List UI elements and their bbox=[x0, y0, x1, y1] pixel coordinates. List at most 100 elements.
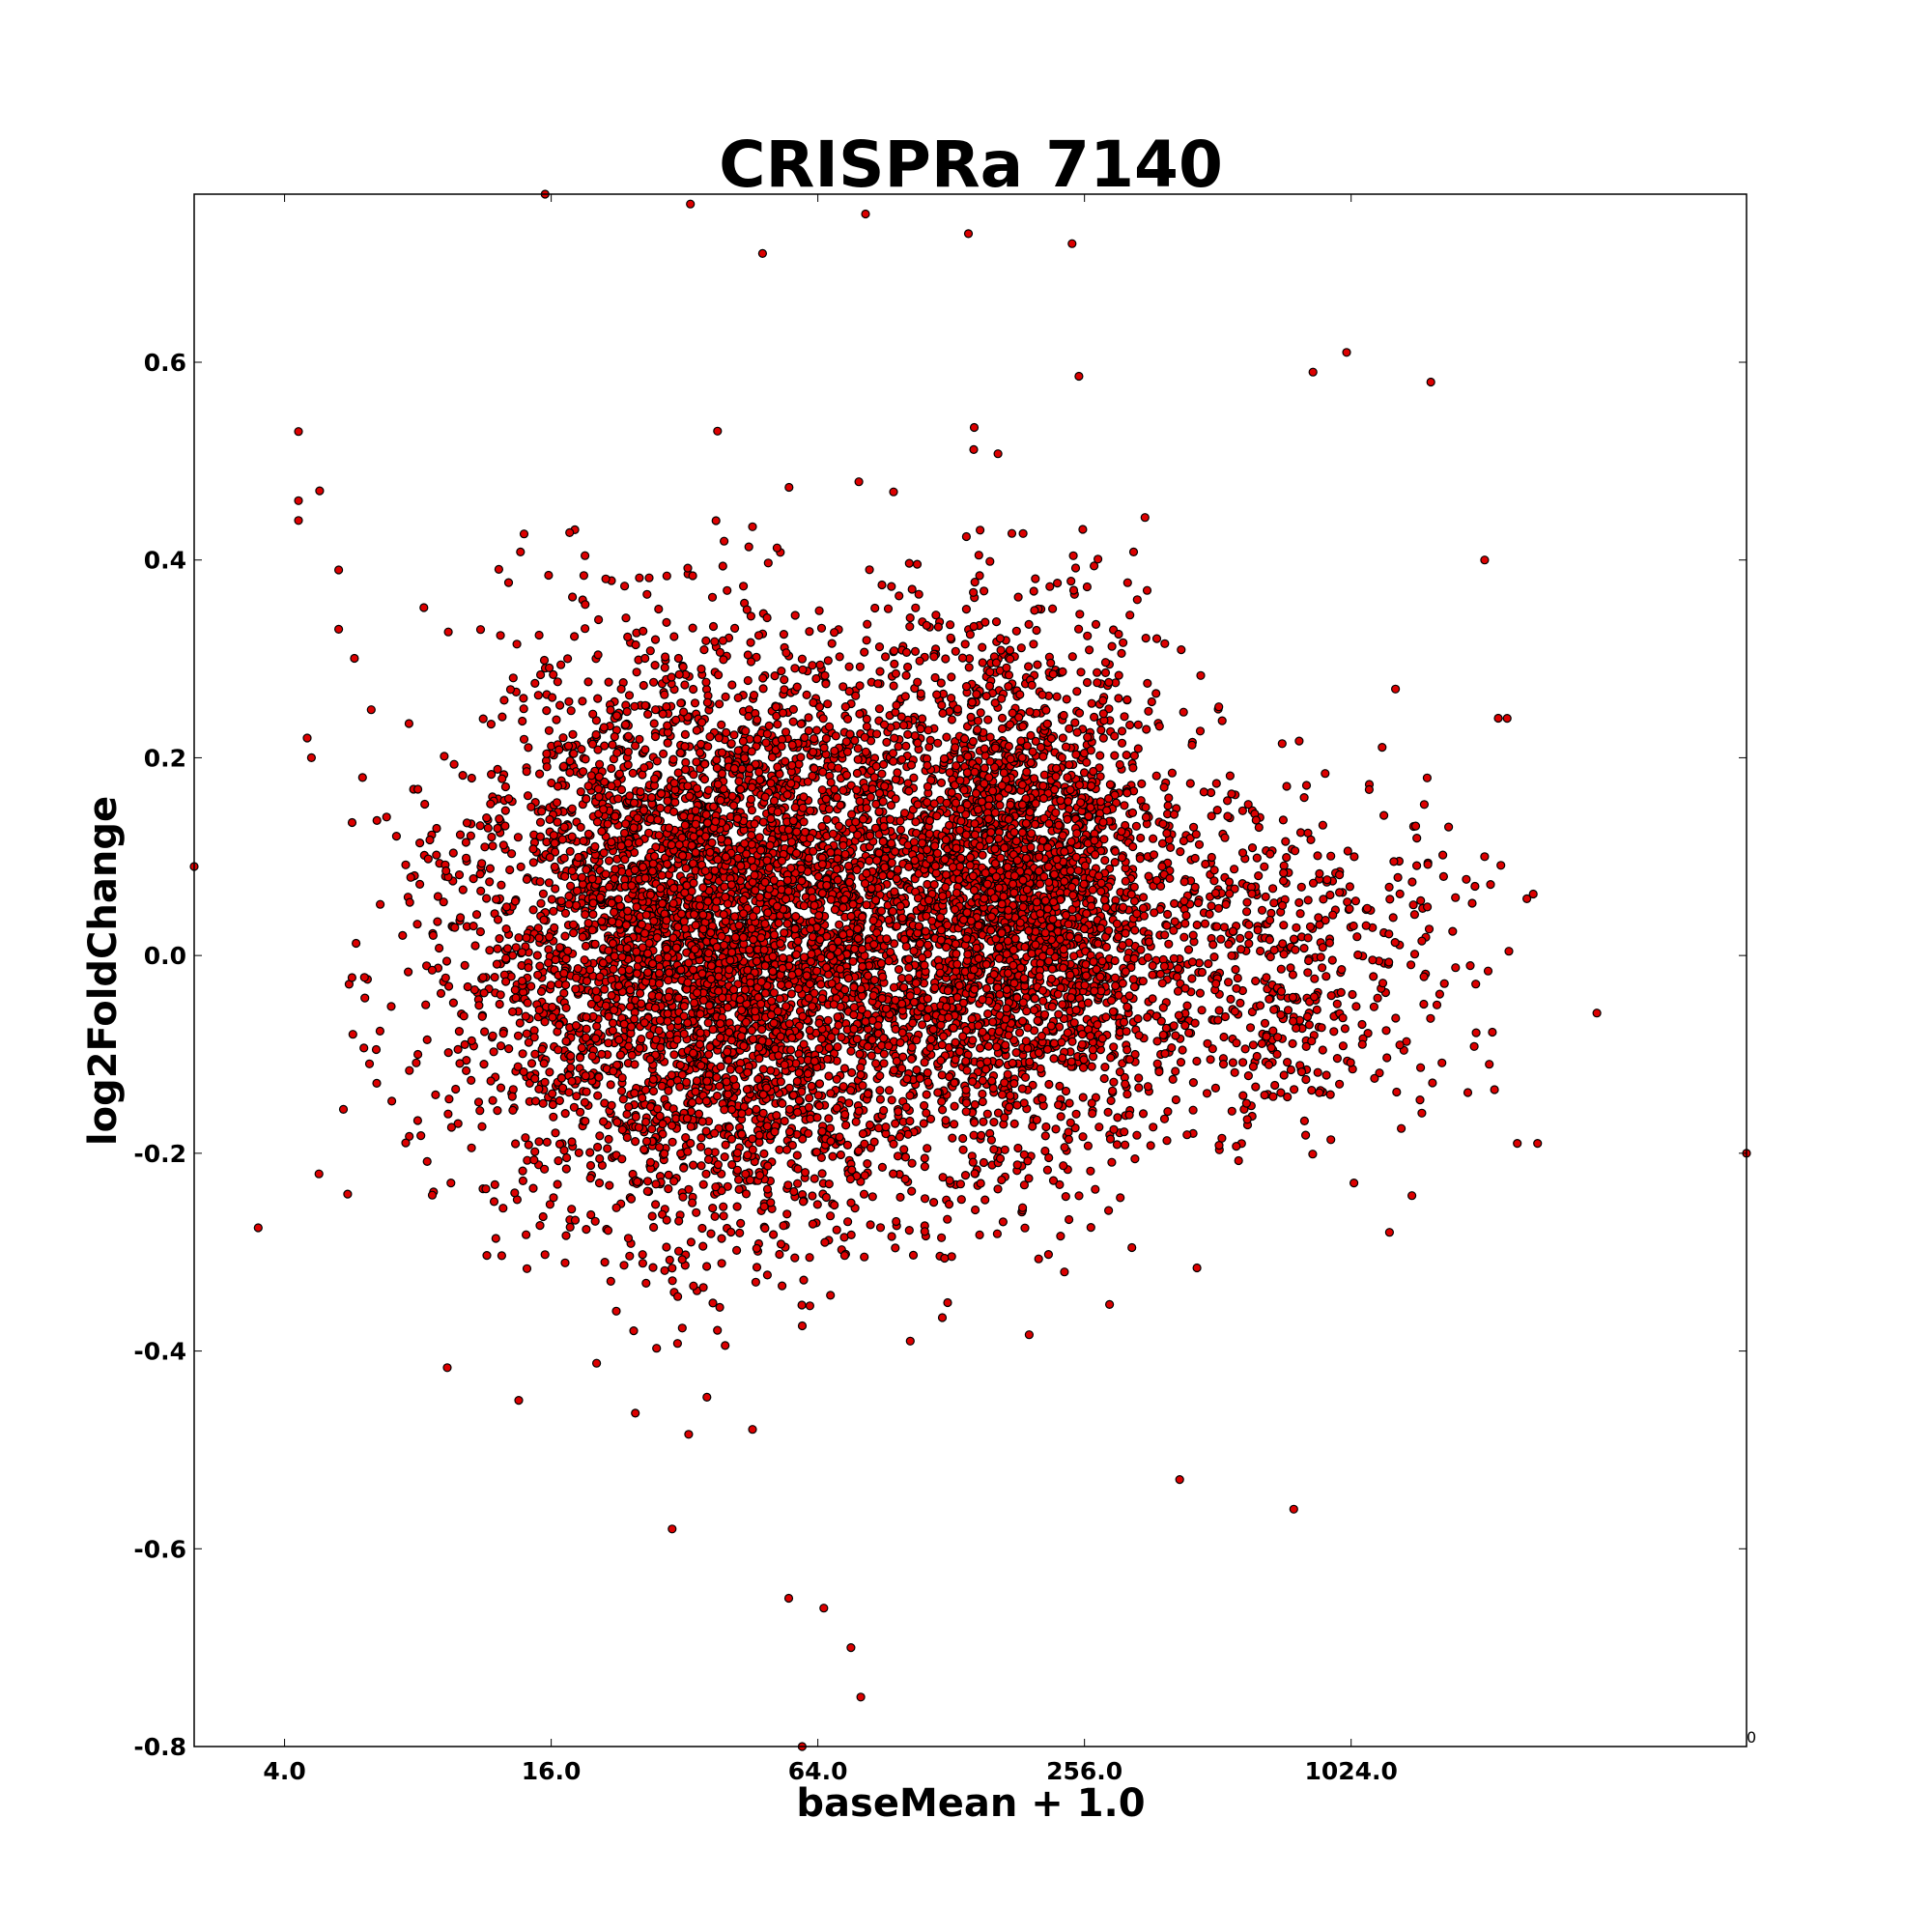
data-point bbox=[371, 1044, 382, 1055]
data-point bbox=[763, 558, 773, 568]
data-point bbox=[686, 1122, 696, 1131]
data-point bbox=[642, 1177, 653, 1186]
data-point bbox=[696, 1133, 706, 1143]
data-point bbox=[657, 898, 668, 908]
data-point bbox=[711, 1182, 721, 1192]
data-point bbox=[687, 1198, 697, 1208]
data-point bbox=[719, 909, 728, 920]
data-point bbox=[482, 812, 492, 823]
data-point bbox=[691, 806, 700, 815]
data-point bbox=[773, 1007, 782, 1016]
data-point bbox=[779, 629, 789, 639]
data-point bbox=[689, 909, 699, 920]
data-point bbox=[567, 832, 577, 841]
data-point bbox=[781, 727, 791, 737]
data-point bbox=[985, 556, 995, 566]
data-point bbox=[554, 943, 565, 952]
data-point bbox=[569, 1102, 580, 1112]
data-point bbox=[699, 644, 709, 655]
data-point bbox=[519, 694, 528, 703]
data-point bbox=[805, 1253, 814, 1263]
data-point bbox=[826, 895, 836, 904]
data-point bbox=[549, 830, 558, 840]
data-point bbox=[729, 912, 740, 922]
data-point bbox=[811, 966, 822, 976]
data-point bbox=[501, 953, 511, 963]
data-point bbox=[636, 786, 645, 797]
data-point bbox=[692, 783, 702, 793]
data-point bbox=[826, 1089, 836, 1098]
data-point bbox=[845, 1086, 856, 1095]
data-point bbox=[823, 656, 833, 666]
data-point bbox=[348, 1030, 357, 1039]
data-point bbox=[778, 952, 788, 963]
data-point bbox=[706, 961, 717, 971]
data-point bbox=[581, 1071, 590, 1081]
data-point bbox=[564, 892, 574, 901]
data-point bbox=[496, 990, 505, 1000]
data-point bbox=[769, 988, 780, 998]
data-point bbox=[783, 825, 794, 835]
data-point bbox=[583, 829, 594, 839]
data-point bbox=[780, 927, 789, 938]
data-point bbox=[654, 953, 664, 963]
data-point bbox=[639, 626, 648, 637]
data-point bbox=[699, 759, 710, 769]
data-point bbox=[716, 834, 726, 844]
data-point bbox=[668, 933, 678, 943]
data-point bbox=[604, 677, 613, 687]
data-point bbox=[733, 1175, 744, 1184]
data-point bbox=[619, 1261, 629, 1270]
data-point bbox=[557, 835, 567, 844]
data-point bbox=[670, 797, 680, 808]
data-point bbox=[567, 1076, 577, 1086]
data-point bbox=[782, 790, 792, 800]
data-point bbox=[762, 729, 772, 739]
data-point bbox=[760, 961, 770, 971]
data-point bbox=[375, 1026, 384, 1037]
data-point bbox=[794, 1095, 805, 1105]
data-point bbox=[580, 551, 590, 560]
data-point bbox=[715, 1081, 724, 1092]
data-point bbox=[796, 864, 807, 873]
data-point bbox=[662, 1215, 671, 1225]
data-point bbox=[642, 967, 653, 978]
data-point bbox=[698, 1179, 708, 1189]
data-point bbox=[648, 677, 659, 687]
data-point bbox=[814, 910, 824, 921]
data-point bbox=[629, 823, 639, 833]
data-point bbox=[1029, 639, 1038, 649]
data-point bbox=[359, 1043, 369, 1053]
data-point bbox=[581, 754, 590, 764]
data-point bbox=[758, 1108, 768, 1119]
data-point bbox=[702, 1392, 712, 1403]
data-point bbox=[587, 925, 597, 935]
data-point bbox=[547, 895, 556, 904]
data-point bbox=[644, 938, 654, 948]
data-point bbox=[594, 1072, 604, 1082]
data-point bbox=[500, 806, 510, 815]
data-point bbox=[769, 875, 779, 885]
data-point bbox=[475, 821, 485, 831]
data-point bbox=[680, 680, 690, 690]
data-point bbox=[648, 1086, 659, 1096]
data-point bbox=[992, 1229, 1003, 1238]
data-point bbox=[477, 859, 487, 868]
data-point bbox=[511, 993, 521, 1003]
data-point bbox=[663, 1016, 672, 1026]
data-point bbox=[581, 1116, 590, 1126]
data-point bbox=[703, 896, 713, 906]
data-point bbox=[776, 939, 785, 949]
data-point bbox=[645, 890, 656, 899]
data-point bbox=[641, 1136, 652, 1147]
data-point bbox=[470, 941, 480, 951]
data-point bbox=[488, 841, 497, 851]
data-point bbox=[554, 700, 565, 710]
data-point bbox=[784, 482, 794, 493]
data-point bbox=[669, 1050, 679, 1060]
data-point bbox=[624, 1041, 634, 1051]
data-point bbox=[755, 845, 766, 855]
data-point bbox=[594, 759, 605, 769]
data-point bbox=[917, 1020, 927, 1030]
data-point bbox=[490, 972, 499, 982]
